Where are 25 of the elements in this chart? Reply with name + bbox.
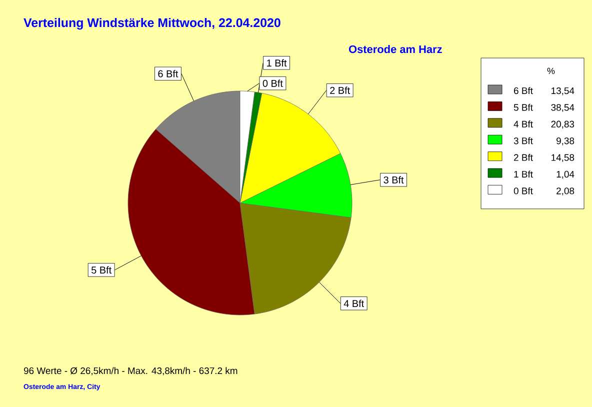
slice-label: 6 Bft <box>158 70 178 78</box>
slice-label: 3 Bft <box>384 176 404 184</box>
data-label: 9,38 <box>556 137 574 146</box>
slice-label: 1 Bft <box>267 59 287 67</box>
data-label: 20,83 <box>551 120 574 129</box>
legend-label: 4 Bft <box>514 120 533 128</box>
legend-label: 0 Bft <box>514 187 533 194</box>
slice-label: 5 Bft <box>92 266 112 274</box>
data-label: 13,54 <box>552 87 574 96</box>
data-label: 2,08 <box>556 188 574 196</box>
legend-label: 6 Bft <box>514 87 533 94</box>
chart-title: Verteilung Windstärke Mittwoch, 22.04.2020 <box>24 18 280 30</box>
legend-title: % <box>547 68 555 74</box>
text: 96 Werte - Ø 26,5km/h - Max. 43,8km/h - 637.2 km <box>24 367 238 376</box>
data-label: 38,54 <box>551 104 574 112</box>
slice-label: 0 Bft <box>262 80 283 87</box>
legend-label: 3 Bft <box>514 137 533 144</box>
data-label: 14,58 <box>552 154 574 162</box>
slice-label: 4 Bft <box>344 300 364 308</box>
legend-label: 1 Bft <box>514 170 533 178</box>
legend-label: 5 Bft <box>514 104 533 111</box>
data-label: 1,04 <box>556 170 574 179</box>
chart-subtitle: Osterode am Harz <box>348 45 442 54</box>
legend-label: 2 Bft <box>514 154 533 161</box>
slice-label: 2 Bft <box>330 86 350 94</box>
